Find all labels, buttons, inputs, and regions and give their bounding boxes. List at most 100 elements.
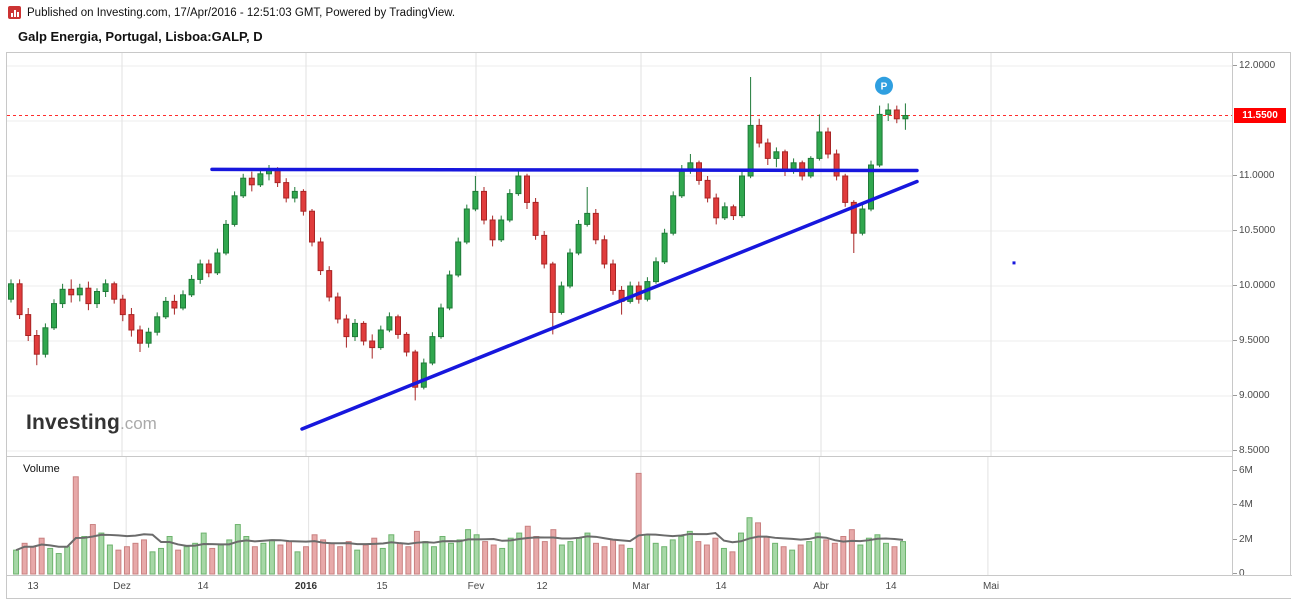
volume-bar — [516, 532, 523, 575]
candle-body — [429, 336, 436, 364]
volume-bar — [89, 524, 96, 575]
volume-bar — [465, 529, 472, 575]
candle-body — [111, 283, 118, 300]
trendline-resistance[interactable] — [210, 167, 919, 173]
price-axis-label: 9.0000 — [1239, 390, 1270, 401]
volume-bar — [149, 551, 156, 575]
volume-bar — [354, 549, 361, 575]
candle-body — [670, 195, 677, 234]
candle-body — [764, 142, 771, 159]
volume-bar — [243, 535, 250, 575]
candle-body — [205, 263, 212, 274]
candle-body — [102, 283, 109, 293]
candle-body — [790, 162, 797, 170]
volume-bar — [64, 546, 71, 575]
volume-bar — [132, 542, 139, 575]
volume-bar — [430, 546, 437, 575]
candle-body — [704, 179, 711, 199]
volume-bar — [55, 553, 62, 575]
axis-tick — [1233, 230, 1237, 231]
candle-body — [584, 212, 591, 225]
price-axis-label: 9.5000 — [1239, 335, 1270, 346]
candle-body — [59, 288, 66, 305]
candle-body — [51, 303, 57, 329]
candle-body — [343, 318, 350, 338]
stray-dot — [1012, 261, 1016, 265]
candle-body — [33, 335, 40, 355]
axis-tick — [1233, 469, 1237, 471]
volume-bar — [47, 547, 54, 575]
candle-body — [403, 333, 410, 353]
candle-body — [42, 327, 49, 355]
candle-body — [713, 197, 720, 219]
axis-tick — [1233, 65, 1237, 66]
candle-body — [567, 252, 573, 287]
volume-bar — [558, 544, 565, 575]
candle-body — [377, 329, 384, 349]
volume-bar — [277, 544, 284, 575]
candle-body — [678, 168, 685, 197]
volume-bar — [337, 546, 344, 575]
volume-bar — [217, 544, 224, 575]
trendline-ascending-support[interactable] — [300, 179, 919, 431]
candle-body — [747, 124, 754, 177]
volume-bar — [371, 537, 378, 575]
axis-tick — [1233, 285, 1237, 286]
candle-body — [154, 316, 161, 333]
candle-body — [248, 177, 255, 186]
p-marker[interactable] — [875, 76, 893, 95]
candle-body — [653, 261, 659, 283]
candle-body — [412, 351, 419, 388]
volume-bar — [158, 547, 165, 575]
volume-bar — [703, 544, 710, 575]
price-axis[interactable]: 12.0000 11.0000 10.5000 10.0000 9.5000 9.0000… — [1232, 53, 1290, 579]
volume-chart[interactable] — [7, 456, 1232, 576]
instrument-title: Galp Energia, Portugal, Lisboa:GALP, D — [18, 29, 263, 44]
volume-bar — [669, 539, 676, 575]
candle-body — [575, 223, 582, 254]
candle-body — [506, 193, 513, 221]
volume-bar — [789, 549, 796, 575]
price-axis-label: 8.5000 — [1239, 445, 1270, 456]
volume-bar — [200, 532, 207, 575]
candle-body — [420, 362, 427, 388]
candle-body — [515, 175, 522, 195]
volume-bar — [456, 539, 463, 575]
candle-body — [317, 241, 324, 272]
volume-bar — [507, 537, 514, 575]
candle-body — [326, 270, 333, 298]
candle-body — [807, 157, 814, 177]
volume-bar — [81, 535, 88, 575]
volume-bar — [328, 542, 335, 575]
chart-frame: P Investing.com Volume 12.0000 11.0000 10.… — [6, 52, 1292, 599]
volume-bar — [362, 544, 369, 575]
volume-bar — [738, 532, 744, 575]
price-axis-label: 10.0000 — [1239, 280, 1276, 291]
candle-body — [833, 153, 840, 177]
candle-body — [739, 175, 745, 217]
candle-body — [850, 201, 857, 234]
volume-bar — [840, 535, 847, 575]
time-axis-label: 14 — [197, 581, 209, 592]
candle-body — [816, 131, 823, 159]
volume-bar — [567, 541, 574, 575]
volume-bar — [303, 546, 310, 575]
candle-body — [885, 109, 892, 115]
volume-bar — [38, 537, 45, 575]
p-marker-label: P — [881, 81, 888, 92]
candle-body — [283, 182, 290, 199]
price-axis-label: 12.0000 — [1239, 60, 1276, 71]
time-axis-label: 12 — [536, 581, 548, 592]
volume-bar — [473, 534, 480, 575]
time-axis-label: 14 — [715, 581, 727, 592]
volume-bar — [72, 476, 79, 575]
volume-bar — [251, 546, 258, 575]
candlestick-chart[interactable]: P — [7, 53, 1232, 456]
volume-bar — [286, 541, 292, 575]
candle-body — [240, 177, 247, 197]
time-axis[interactable]: 13 Dez 14 2016 15 Fev 12 Mar 14 Abr 14 Mai — [7, 575, 1292, 598]
volume-bar — [772, 542, 779, 575]
candle-body — [395, 316, 401, 335]
axis-tick — [1233, 175, 1237, 176]
volume-bar — [695, 541, 702, 575]
